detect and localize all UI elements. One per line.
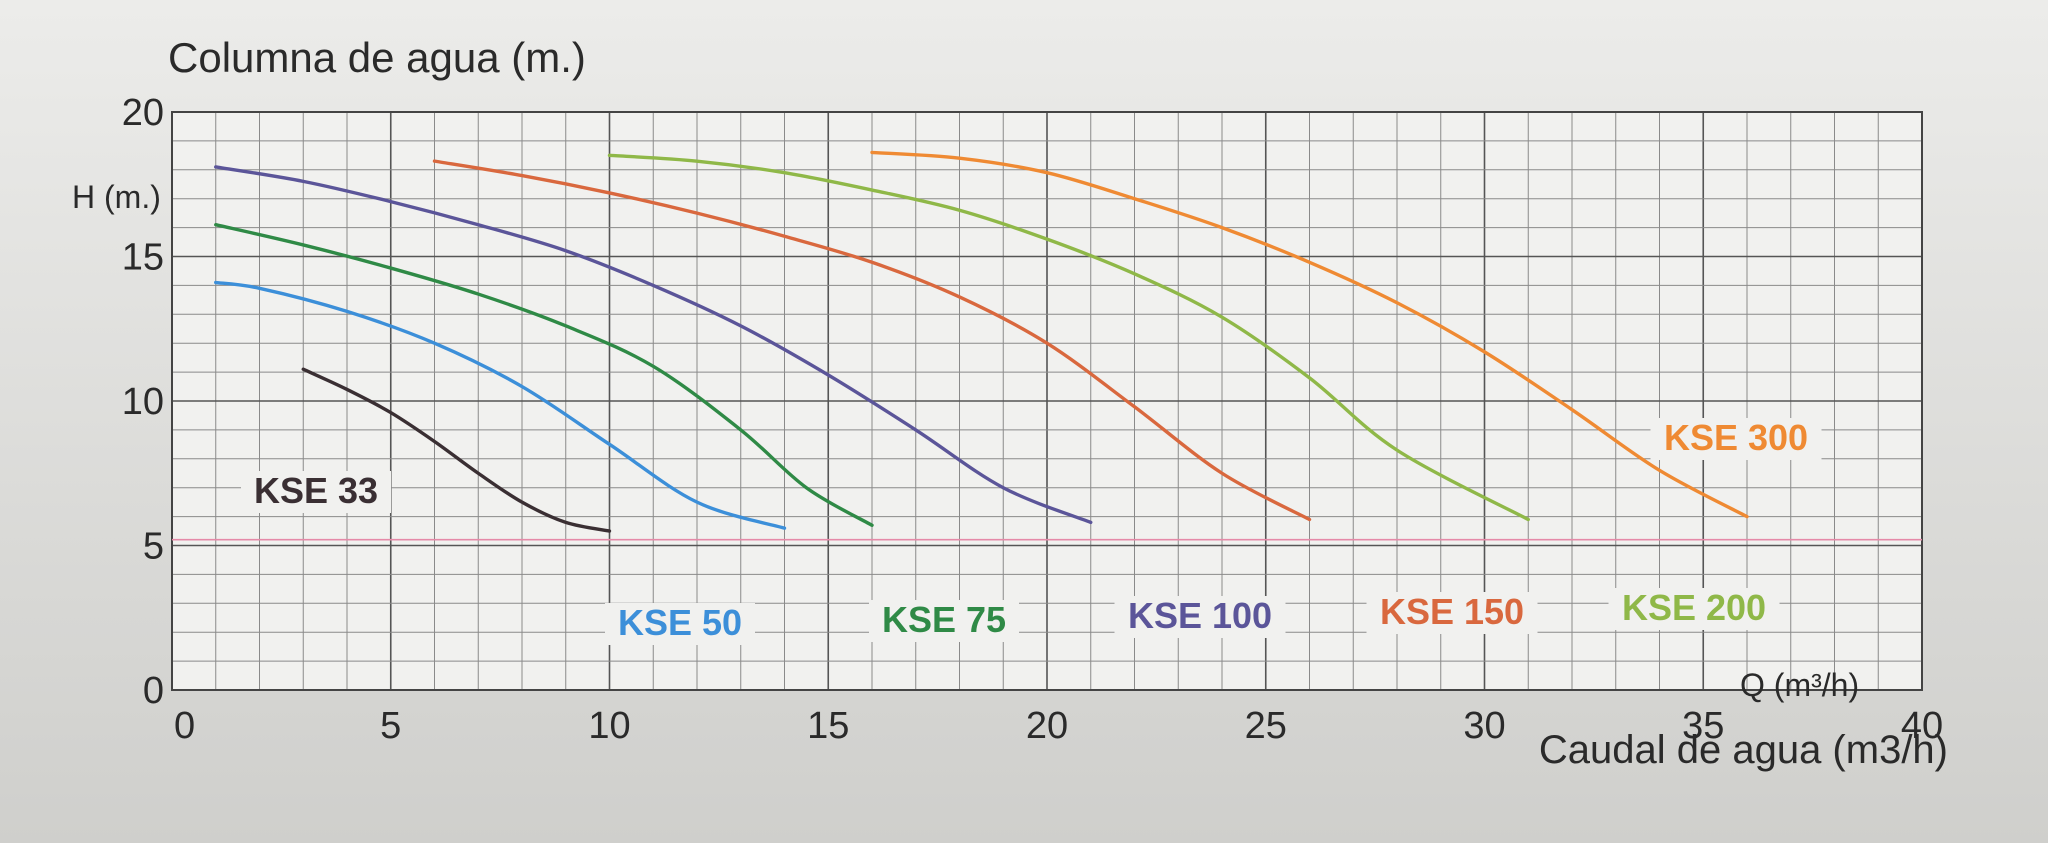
x-axis-title: Caudal de agua (m3/h) bbox=[1539, 728, 1948, 772]
series-label-bg bbox=[241, 471, 391, 513]
y-tick-label: 5 bbox=[143, 526, 164, 568]
tick-labels: 0 5 10 15 20 25 30 35 40 0 5 10 15 20 bbox=[122, 92, 1943, 747]
series-label-kse-200: KSE 200 bbox=[1622, 587, 1766, 628]
y-axis-title: Columna de agua (m.) bbox=[168, 34, 586, 81]
series-labels: KSE 33 KSE 50 KSE 75 KSE 100 KSE 150 KSE 200 K… bbox=[241, 417, 1822, 645]
x-tick-label: 20 bbox=[1026, 705, 1068, 747]
y-unit-label: H (m.) bbox=[72, 179, 161, 215]
y-tick-label: 0 bbox=[143, 670, 164, 712]
series-line-kse-50 bbox=[214, 280, 787, 530]
series-label-bg bbox=[1114, 596, 1286, 638]
series-group bbox=[214, 150, 1749, 533]
y-tick-label: 10 bbox=[122, 381, 164, 423]
y-tick-label: 15 bbox=[122, 237, 164, 279]
x-tick-label: 25 bbox=[1245, 705, 1287, 747]
series-label-kse-100: KSE 100 bbox=[1128, 595, 1272, 636]
series-line-kse-100 bbox=[214, 165, 1093, 525]
series-line-kse-33 bbox=[301, 367, 612, 533]
series-label-kse-33: KSE 33 bbox=[254, 470, 378, 511]
series-label-bg bbox=[1650, 418, 1822, 460]
x-tick-label: 30 bbox=[1463, 705, 1505, 747]
plot-frame bbox=[171, 111, 1923, 691]
series-line-kse-75 bbox=[214, 223, 874, 527]
x-tick-label: 15 bbox=[807, 705, 849, 747]
x-tick-label: 5 bbox=[380, 705, 401, 747]
x-unit-label: Q (m³/h) bbox=[1740, 667, 1859, 703]
x-tick-label: 35 bbox=[1682, 705, 1724, 747]
series-label-bg bbox=[1608, 588, 1780, 630]
x-tick-label: 0 bbox=[174, 705, 195, 747]
series-label-bg bbox=[869, 600, 1019, 642]
series-label-kse-150: KSE 150 bbox=[1380, 591, 1524, 632]
series-label-bg bbox=[605, 603, 755, 645]
series-label-kse-50: KSE 50 bbox=[618, 602, 742, 643]
series-line-kse-300 bbox=[870, 150, 1749, 519]
x-tick-label: 40 bbox=[1901, 705, 1943, 747]
series-label-kse-300: KSE 300 bbox=[1664, 417, 1808, 458]
y-tick-label: 20 bbox=[122, 92, 164, 134]
series-line-kse-200 bbox=[607, 153, 1530, 522]
series-label-kse-75: KSE 75 bbox=[882, 599, 1006, 640]
series-line-kse-150 bbox=[432, 159, 1312, 522]
x-tick-label: 10 bbox=[588, 705, 630, 747]
series-label-bg bbox=[1366, 592, 1538, 634]
